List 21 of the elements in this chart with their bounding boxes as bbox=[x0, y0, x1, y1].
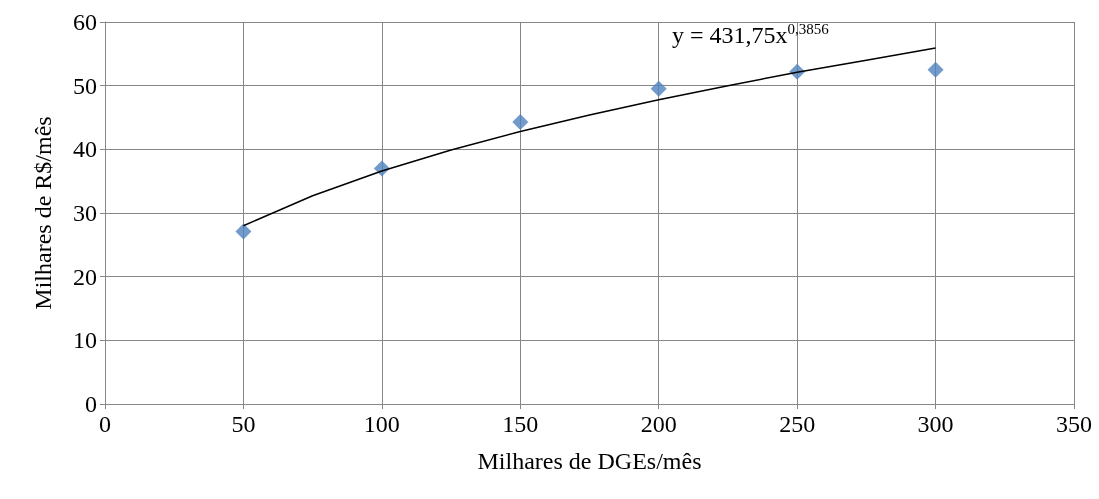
y-tick-label: 30 bbox=[73, 200, 97, 226]
x-tick-label: 200 bbox=[640, 411, 677, 437]
y-tick-label: 10 bbox=[73, 327, 97, 354]
x-tick-label: 150 bbox=[502, 411, 539, 437]
x-tick-label: 350 bbox=[1056, 411, 1092, 437]
annotation: y = 431,75x$^{0,3856}$ bbox=[672, 21, 829, 48]
point bbox=[927, 61, 944, 78]
x-tick-label: 250 bbox=[779, 411, 816, 437]
x-tick-label: 300 bbox=[917, 411, 954, 437]
y-axis-title: Milhares de R$/mês bbox=[30, 116, 56, 310]
y-tick-label: 0 bbox=[85, 391, 97, 417]
x-axis-title: Milhares de DGEs/mês bbox=[477, 448, 702, 474]
y-tick-label: 50 bbox=[73, 72, 97, 99]
y-tick-label: 60 bbox=[73, 9, 97, 35]
point bbox=[650, 80, 667, 97]
x-tick-label: 100 bbox=[363, 411, 400, 437]
point bbox=[235, 223, 252, 240]
point bbox=[512, 113, 529, 130]
y-tick-label: 40 bbox=[73, 136, 97, 163]
x-tick-label: 50 bbox=[231, 411, 256, 437]
y-tick-label: 20 bbox=[73, 263, 97, 290]
